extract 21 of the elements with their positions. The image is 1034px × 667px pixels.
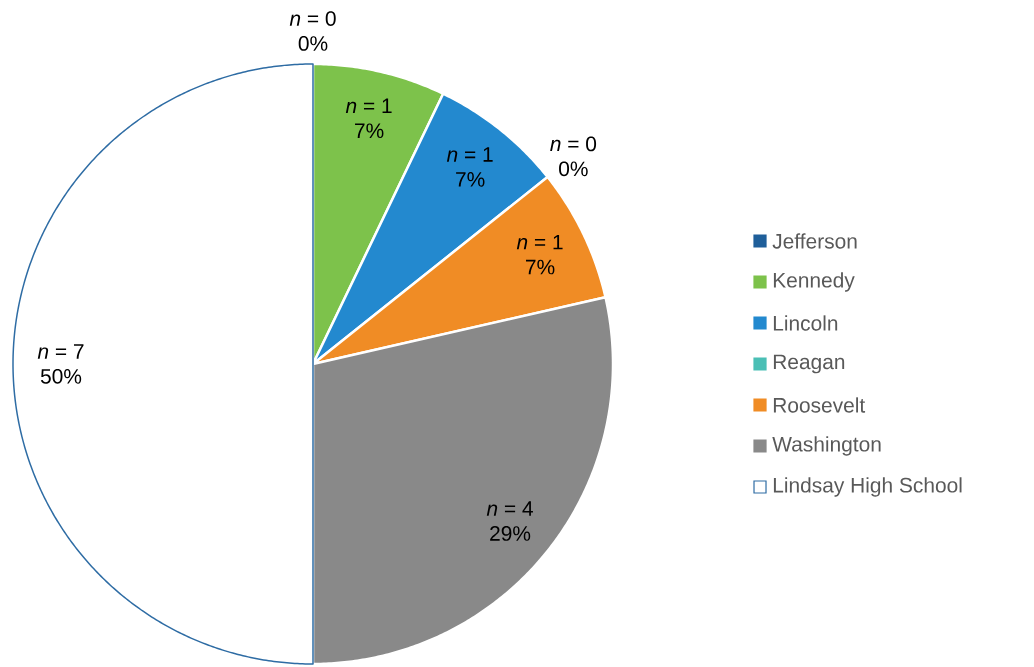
text: 0% <box>559 161 588 177</box>
legend-label: Lincoln <box>773 315 838 331</box>
data-label: n = 7 <box>37 344 84 359</box>
text: 29% <box>490 526 531 541</box>
data-label: n = 1 <box>446 147 493 162</box>
data-label: n = 1 <box>345 98 392 113</box>
data-label: n = 1 <box>516 234 563 250</box>
legend-label: Jefferson <box>772 233 857 249</box>
text: n = 0 <box>289 11 336 26</box>
legend-label: Roosevelt <box>773 397 866 413</box>
legend-label: Reagan <box>773 354 845 374</box>
text: 7% <box>355 123 384 139</box>
text: 0% <box>298 36 328 51</box>
text: 50% <box>40 368 82 384</box>
text: 7% <box>456 172 485 187</box>
legend-label: Kennedy <box>773 272 855 292</box>
data-label: n = 4 <box>486 501 533 516</box>
text: 7% <box>526 259 555 275</box>
legend-label: Washington <box>772 436 881 456</box>
text: n = 0 <box>550 136 597 152</box>
legend-label: Lindsay High School <box>773 477 962 497</box>
